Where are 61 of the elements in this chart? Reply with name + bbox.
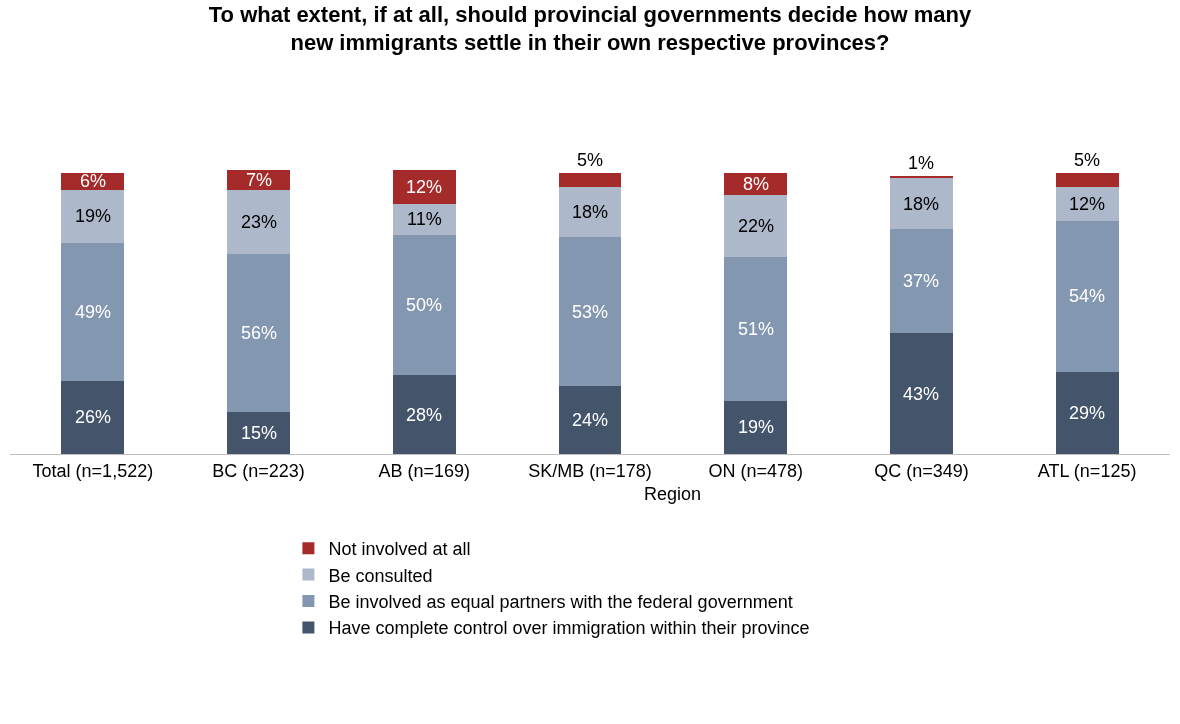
bar: [61, 189, 125, 244]
bar: [61, 243, 125, 381]
data-label: 1%: [908, 153, 935, 173]
data-label: 56%: [241, 323, 278, 343]
data-label: 50%: [406, 295, 443, 315]
bar: [227, 189, 291, 255]
data-label: 18%: [572, 202, 609, 222]
chart-title: To what extent, if at all, should provincial governments decide how many new immigrants settle in their own respective provinces?: [208, 1, 972, 56]
x-tick-label: ATL (n=125): [1037, 460, 1137, 481]
bar: [392, 234, 456, 376]
data-label: 19%: [75, 206, 112, 226]
bar: [61, 380, 125, 454]
bar: [558, 237, 622, 387]
bar: [227, 254, 291, 412]
data-label: 49%: [75, 302, 112, 322]
data-label: 18%: [903, 194, 940, 214]
bar: [1055, 220, 1119, 373]
data-label: 7%: [246, 170, 273, 190]
bar: [1055, 172, 1119, 187]
data-label: 15%: [241, 423, 278, 443]
data-label: 12%: [406, 177, 443, 197]
bar: [558, 172, 622, 187]
text: Region: [644, 484, 702, 504]
bar: [724, 257, 788, 401]
bar: [889, 333, 953, 454]
legend-label: Be involved as equal partners with the federal government: [328, 592, 793, 613]
x-tick-label: QC (n=349): [874, 460, 969, 481]
bar: [1055, 372, 1119, 454]
x-tick-label: BC (n=223): [212, 460, 305, 481]
data-label: 5%: [577, 150, 604, 170]
legend-label: Not involved at all: [328, 539, 471, 560]
data-label: 22%: [738, 216, 775, 236]
data-label: 19%: [738, 417, 775, 437]
bar: [724, 400, 788, 454]
x-tick-label: SK/MB (n=178): [528, 460, 652, 481]
data-label: 51%: [738, 319, 775, 339]
data-label: 12%: [1069, 194, 1106, 214]
data-label: 29%: [1069, 403, 1106, 423]
data-label: 53%: [572, 302, 609, 322]
data-label: 54%: [1069, 286, 1106, 306]
bar: [227, 411, 291, 454]
bar: [724, 195, 788, 258]
data-label: 6%: [80, 171, 107, 191]
bar: [889, 178, 953, 229]
data-label: 11%: [407, 209, 442, 229]
data-label: 5%: [1074, 150, 1101, 170]
bar: [558, 386, 622, 454]
data-label: 24%: [572, 410, 609, 430]
legend-label: Be consulted: [328, 565, 433, 586]
x-tick-label: Total (n=1,522): [32, 460, 154, 481]
data-label: 8%: [743, 174, 770, 194]
data-label: 37%: [903, 271, 940, 291]
data-label: 28%: [406, 405, 443, 425]
x-tick-label: ON (n=478): [708, 460, 803, 481]
data-label: 26%: [75, 407, 112, 427]
bar: [392, 375, 456, 454]
legend-label: Have complete control over immigration within their province: [328, 618, 810, 639]
data-label: 23%: [241, 212, 278, 232]
data-label: 43%: [903, 384, 940, 404]
x-tick-label: AB (n=169): [378, 460, 471, 481]
bar: [889, 228, 953, 334]
